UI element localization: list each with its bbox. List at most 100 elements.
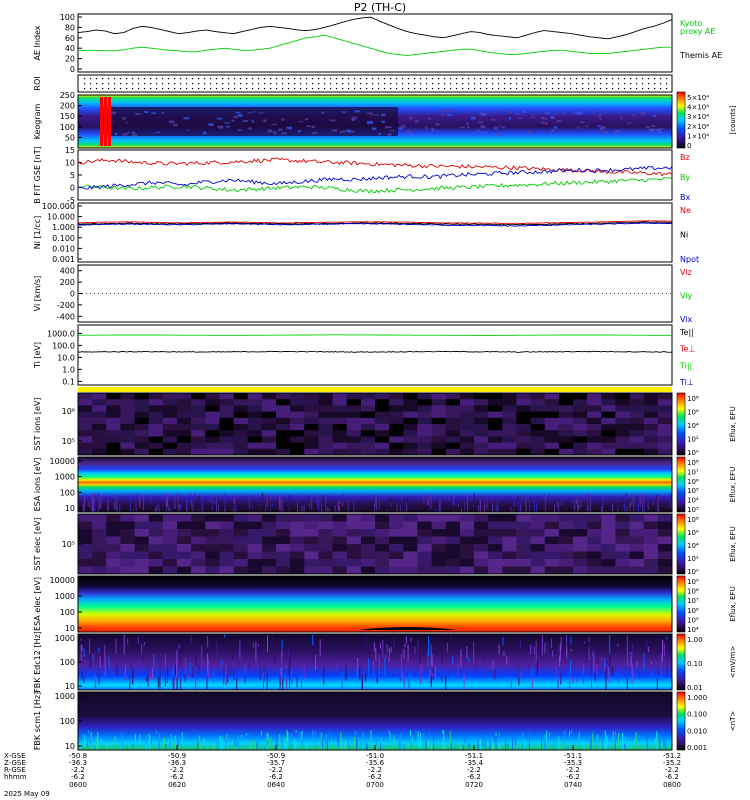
streak [206,675,208,690]
streak [608,667,610,683]
heatmap-cell [629,430,645,437]
streak [248,494,250,509]
streak [428,735,430,747]
streak [271,635,273,648]
streak [223,667,225,685]
ytick-label-density-0: 100.000 [42,202,75,211]
streak [576,498,578,505]
streak [469,741,471,750]
streak [315,496,317,502]
heatmap-cell [530,430,546,437]
keogram-pixel [515,113,519,115]
streak [306,744,308,750]
streak [428,504,430,512]
roi-dot [642,83,644,85]
roi-dot [546,83,548,85]
ytick-label-ae-0: 100 [60,13,75,22]
heatmap-cell [488,399,503,406]
streak [399,733,401,750]
heatmap-cell [629,529,645,537]
streak [394,649,396,658]
footer-row-label-2: R-GSE [4,766,26,774]
heatmap-cell [445,551,461,560]
streak [482,735,484,747]
streak [148,661,150,669]
roi-dot [378,83,380,85]
heatmap-cell [544,536,560,545]
streak [602,501,604,508]
heatmap-cell [148,514,164,522]
heatmap-cell [530,399,546,406]
streak [660,654,662,676]
streak [130,663,132,667]
streak [546,741,548,750]
heatmap-cell [643,514,659,522]
streak [121,733,123,750]
heatmap-cell [459,448,475,456]
legend-density-1: Ni [680,231,688,240]
heatmap-cell [78,536,93,545]
heatmap-cell [290,424,305,431]
streak [588,637,590,643]
keogram-pixel [169,120,174,122]
heatmap-cell [431,551,447,560]
streak [174,496,176,503]
heatmap-cell [332,551,348,560]
heatmap-cell [573,417,588,425]
streak [578,504,580,510]
roi-dot [90,83,92,85]
heatmap-cell [106,436,121,444]
heatmap-cell [162,521,178,530]
roi-dot [192,83,194,85]
heatmap-cell [134,551,150,560]
keogram-pixel [652,114,656,117]
streak [93,493,95,504]
streak [494,734,496,743]
streak [622,733,624,750]
keogram-pixel [600,126,606,129]
streak [639,497,641,508]
roi-dot [276,78,278,80]
footer-value-2-3: -6.2 [269,773,283,781]
roi-dot [294,78,296,80]
heatmap-cell [346,448,362,456]
streak [137,492,139,499]
heatmap-cell [162,436,178,444]
streak [374,503,376,512]
keogram-pixel [527,130,531,133]
keogram-pixel [572,112,579,114]
streak [407,496,409,510]
heatmap-cell [403,442,418,450]
streak [148,736,150,750]
roi-dot [648,83,650,85]
heatmap-cell [375,536,390,545]
streak [336,733,338,743]
footer-row-label-3: hhmm [4,773,27,781]
streak [635,732,637,748]
heatmap-cell [360,424,376,431]
keogram-pixel [331,129,338,132]
streak [488,647,490,652]
heatmap-cell [488,566,503,575]
heatmap-cell [573,424,588,431]
heatmap-cell [177,424,192,431]
colorbar-tick-esa_ion-4: 10⁴ [687,497,699,505]
keogram-pixel [349,130,355,133]
heatmap-cell [148,521,164,530]
heatmap-cell [488,551,503,560]
heatmap-cell [304,399,319,406]
heatmap-cell [276,393,291,400]
heatmap-cell [134,514,150,522]
heatmap-cell [290,544,305,552]
heatmap-cell [657,393,673,400]
keogram-pixel [651,124,656,127]
keogram-pixel [122,133,128,136]
heatmap-cell [276,417,291,425]
keogram-pixel [540,117,545,119]
roi-dot [180,83,182,85]
heatmap-cell [445,399,461,406]
keogram-pixel [626,122,632,124]
streak [449,731,451,747]
streak [446,642,448,653]
heatmap-cell [615,436,630,444]
